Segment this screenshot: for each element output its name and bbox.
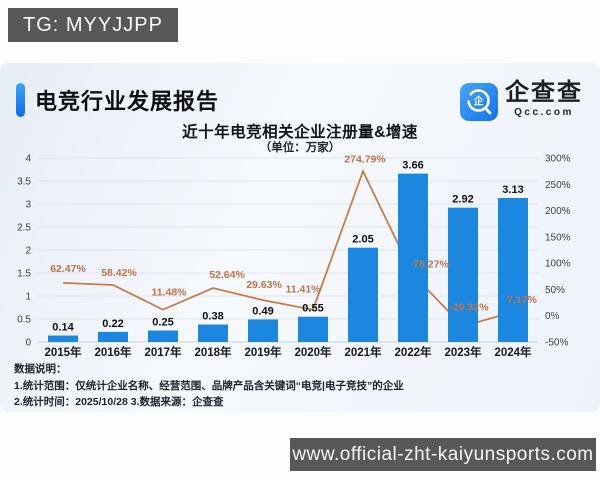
bar-2019年 [248,319,278,342]
svg-text:企: 企 [473,95,485,108]
qcc-logo-icon: 企 [460,83,498,121]
watermark-url: www.official-zht-kaiyunsports.com [290,438,596,471]
growth-value-2016年: 58.42% [101,267,137,279]
bar-2021年 [348,247,378,342]
left-axis-tick: 2 [25,246,31,257]
right-axis-tick: 300% [545,154,571,165]
x-label-2020年: 2020年 [294,345,332,359]
notes-heading: 数据说明： [14,363,67,375]
bar-2024年 [498,198,528,342]
registration-growth-chart: 0 0.5 1 1.5 2 2.5 3 3.5 4 -50% 0% 50% 100% 150% 200% 25… [17,153,571,359]
growth-value-2015年: 62.47% [50,263,86,275]
notes-line-1: 1.统计范围：仅统计企业名称、经营范围、品牌产品含关键词“电竞|电子竞技”的企业 [14,379,404,392]
bar-value-2016年: 0.22 [102,318,123,330]
notes-line-2: 2.统计时间：2025/10/28 3.数据来源：企查查 [14,396,224,408]
data-notes: 数据说明： 1.统计范围：仅统计企业名称、经营范围、品牌产品含关键词“电竞|电子… [14,361,404,411]
growth-value-2018年: 52.64% [209,269,245,281]
growth-value-2023年: -20.32% [449,301,489,313]
bar-value-2022年: 3.66 [402,160,423,172]
left-axis-tick: 2.5 [17,223,31,234]
right-axis-tick: 200% [545,206,571,217]
tg-channel-badge: TG: MYYJJPP [8,8,178,42]
left-axis-tick: 0.5 [17,315,31,326]
growth-value-2022年: 78.27% [413,259,449,271]
growth-line [62,168,514,328]
bar-2023年 [448,207,478,342]
bar-2022年 [398,173,428,342]
left-axis-tick: 1.5 [17,269,31,280]
right-axis-tick: 150% [545,232,571,243]
x-label-2024年: 2024年 [494,345,532,359]
growth-value-2020年: 11.41% [285,284,321,296]
bar-2015年 [48,335,78,342]
left-axis-tick: 3.5 [17,177,31,188]
bar-2020年 [298,316,328,342]
chart-subtitle: （单位：万家） [259,142,341,154]
qcc-logo: 企 企查查 Qcc.com [460,80,590,126]
x-label-2019年: 2019年 [244,345,282,359]
x-label-2018年: 2018年 [194,345,232,359]
right-axis-tick: 250% [545,180,571,191]
growth-value-2024年: 7.17% [507,294,537,306]
report-title: 电竞行业发展报告 [35,89,220,114]
bar-value-2024年: 3.13 [502,184,523,196]
bar-value-2015年: 0.14 [52,322,74,334]
left-axis-tick: 0 [25,338,31,349]
bar-value-2020年: 0.55 [302,303,323,315]
left-axis-tick: 4 [25,154,31,165]
qcc-logo-name: 企查查 [505,79,583,106]
right-axis-tick: 0% [545,311,560,322]
right-axis-tick: 50% [545,285,565,296]
growth-value-2021年: 274.79% [344,153,386,165]
left-axis-tick: 3 [25,200,31,211]
bar-2018年 [198,324,228,342]
x-label-2023年: 2023年 [444,345,482,359]
bar-2017年 [148,330,178,342]
right-axis-tick: 100% [545,259,571,270]
bar-2016年 [98,331,128,342]
bar-value-2018年: 0.38 [202,311,223,323]
left-axis-tick: 1 [25,292,31,303]
growth-value-2019年: 29.63% [246,279,282,291]
x-label-2015年: 2015年 [44,345,82,359]
bar-value-2023年: 2.92 [452,194,473,206]
bar-value-2019年: 0.49 [252,305,273,317]
x-label-2017年: 2017年 [144,345,182,359]
x-label-2022年: 2022年 [394,345,432,359]
bar-value-2017年: 0.25 [152,317,173,329]
right-axis-tick: -50% [545,338,568,349]
title-accent-bar [16,83,25,117]
growth-value-2017年: 11.48% [151,287,187,299]
chart-title: 近十年电竞相关企业注册量&增速 [182,124,418,141]
bar-value-2021年: 2.05 [352,234,373,246]
x-label-2016年: 2016年 [94,345,132,359]
x-label-2021年: 2021年 [344,345,382,359]
qcc-logo-domain: Qcc.com [514,107,574,118]
